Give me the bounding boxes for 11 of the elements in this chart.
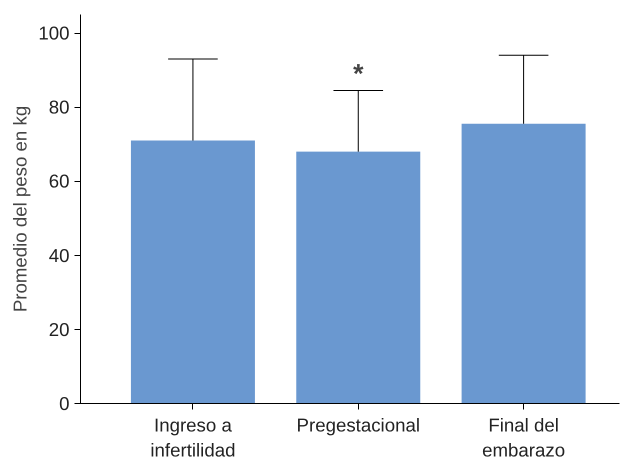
y-tick-label: 0 (59, 393, 70, 414)
y-axis-title: Promedio del peso en kg (9, 106, 30, 312)
x-tick-label: Ingreso a infertilidad (150, 414, 236, 461)
y-tick-label: 80 (48, 96, 70, 118)
y-tick-label: 100 (38, 22, 70, 44)
x-tick-label: Pregestacional (296, 414, 420, 436)
annotation: * (353, 58, 364, 88)
x-tick-label: Final del embarazo (482, 414, 566, 461)
y-tick-label: 60 (48, 170, 70, 192)
y-tick-label: 40 (48, 244, 70, 266)
y-tick-label: 20 (48, 318, 70, 340)
